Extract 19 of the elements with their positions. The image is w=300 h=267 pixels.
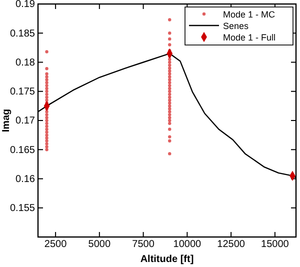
x-tick-label: 15000: [261, 239, 290, 250]
y-tick-label: 0.185: [10, 28, 36, 40]
x-tick-label: 12500: [217, 239, 246, 250]
y-tick-label: 0.19: [16, 0, 36, 10]
y-tick-label: 0.16: [16, 174, 36, 185]
legend-label: Mode 1 - Full: [223, 32, 276, 42]
x-tick-label: 5000: [88, 239, 111, 250]
y-tick-label: 0.165: [10, 144, 36, 156]
y-tick-label: 0.155: [10, 203, 36, 214]
x-axis-title: Altitude [ft]: [140, 254, 194, 265]
x-tick-label: 10000: [173, 239, 202, 250]
y-tick-label: 0.18: [16, 57, 36, 68]
x-tick-label: 2500: [44, 239, 68, 250]
y-axis-title: Imag: [1, 108, 12, 132]
legend-label: Senes: [223, 21, 250, 31]
y-tick-label: 0.175: [10, 86, 36, 98]
x-tick-label: 7500: [132, 239, 155, 250]
legend-label: Mode 1 - MC: [223, 10, 276, 20]
y-tick-label: 0.17: [16, 116, 36, 127]
